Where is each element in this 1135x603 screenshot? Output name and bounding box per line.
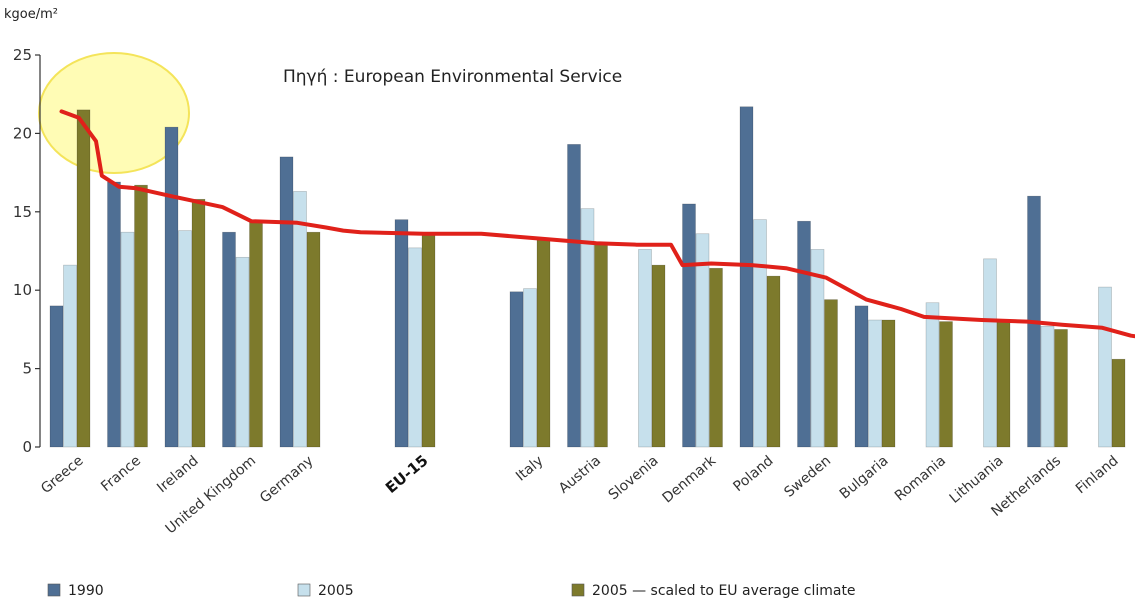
trend-line-layer <box>59 109 1135 339</box>
bar-italy-series-3 <box>536 239 551 448</box>
bar-finland-series-2 <box>1098 286 1112 448</box>
legend-label-series-1: 1990 <box>68 583 104 599</box>
bar-greece-series-2 <box>63 264 77 448</box>
bar-poland-series-3 <box>766 275 781 448</box>
bar-france-series-2 <box>120 231 135 448</box>
category-label-bulgaria: Bulgaria <box>837 453 892 503</box>
y-tick-label-10: 10 <box>13 281 32 299</box>
bar-poland-series-2 <box>753 219 767 448</box>
y-tick-label-5: 5 <box>22 360 32 378</box>
trend-line <box>59 109 1135 339</box>
source-note: Πηγή : European Environmental Service <box>283 67 622 87</box>
bar-denmark-series-2 <box>695 233 710 448</box>
category-label-sweden: Sweden <box>781 453 834 501</box>
bar-austria-series-1 <box>567 144 581 448</box>
bar-austria-series-3 <box>594 242 608 448</box>
bar-germany-series-3 <box>306 231 321 448</box>
bar-poland-series-1 <box>739 106 754 448</box>
bar-finland-series-3 <box>1111 358 1126 448</box>
y-unit-label: kgoe/m² <box>4 7 58 22</box>
bar-greece-series-1 <box>49 305 64 448</box>
bar-bulgaria-series-2 <box>868 319 882 448</box>
bar-sweden-series-1 <box>797 220 811 448</box>
bar-bulgaria-series-1 <box>854 305 869 448</box>
bar-lithuania-series-3 <box>996 321 1011 448</box>
bar-ireland-series-2 <box>178 230 192 448</box>
bar-united-kingdom-series-1 <box>222 231 236 448</box>
bar-eu-15-series-3 <box>421 233 436 448</box>
legend-label-series-2: 2005 <box>318 583 354 599</box>
category-label-denmark: Denmark <box>659 452 719 506</box>
category-label-italy: Italy <box>513 453 547 485</box>
category-label-germany: Germany <box>257 453 317 507</box>
y-tick-label-0: 0 <box>22 438 32 456</box>
bar-netherlands-series-3 <box>1054 329 1068 448</box>
y-tick-label-25: 25 <box>13 46 32 64</box>
bar-romania-series-2 <box>925 302 940 448</box>
bar-austria-series-2 <box>580 208 595 448</box>
bar-bulgaria-series-3 <box>881 319 896 448</box>
y-tick-label-15: 15 <box>13 203 32 221</box>
category-label-austria: Austria <box>556 453 604 497</box>
category-label-greece: Greece <box>38 453 86 497</box>
bars-layer <box>49 106 1126 448</box>
bar-eu-15-series-1 <box>394 219 409 448</box>
legend-label-series-3: 2005 — scaled to EU average climate <box>592 583 856 599</box>
category-label-eu-15: EU-15 <box>382 451 432 497</box>
bar-italy-series-1 <box>509 291 524 448</box>
bar-france-series-1 <box>107 181 121 448</box>
bar-united-kingdom-series-3 <box>249 220 263 448</box>
bar-france-series-3 <box>134 184 148 448</box>
bar-denmark-series-1 <box>682 203 696 448</box>
bar-romania-series-3 <box>939 321 953 448</box>
category-label-romania: Romania <box>892 453 949 505</box>
bar-germany-series-1 <box>279 156 294 448</box>
category-label-lithuania: Lithuania <box>947 453 1007 507</box>
highlight-circle-greece <box>38 52 190 175</box>
y-tick-label-20: 20 <box>13 124 32 142</box>
bar-lithuania-series-2 <box>983 258 997 448</box>
bar-denmark-series-3 <box>709 267 723 448</box>
bar-germany-series-2 <box>293 191 307 448</box>
bar-italy-series-2 <box>523 288 537 448</box>
bar-netherlands-series-2 <box>1040 325 1055 448</box>
legend-swatch-series-3 <box>571 583 585 597</box>
legend-swatch-series-2 <box>297 583 311 597</box>
bar-greece-series-3 <box>76 109 91 448</box>
legend-swatch-series-1 <box>47 583 61 597</box>
highlight-circle-layer <box>38 52 190 175</box>
bar-united-kingdom-series-2 <box>235 256 250 448</box>
category-label-finland: Finland <box>1073 453 1122 497</box>
bar-ireland-series-3 <box>191 198 206 448</box>
category-label-poland: Poland <box>730 453 776 495</box>
y-ticks-layer: 0 5 10 15 20 25 <box>13 46 40 456</box>
bar-slovenia-series-3 <box>651 264 666 448</box>
category-label-slovenia: Slovenia <box>606 453 662 504</box>
bar-sweden-series-3 <box>824 299 838 448</box>
legend: 1990 2005 2005 — scaled to EU average clim… <box>47 583 856 599</box>
bar-ireland-series-1 <box>164 126 179 448</box>
bar-eu-15-series-2 <box>408 247 422 448</box>
category-label-ireland: Ireland <box>154 453 201 496</box>
bar-sweden-series-2 <box>810 249 825 448</box>
category-label-france: France <box>98 453 144 495</box>
bar-slovenia-series-2 <box>638 249 652 448</box>
